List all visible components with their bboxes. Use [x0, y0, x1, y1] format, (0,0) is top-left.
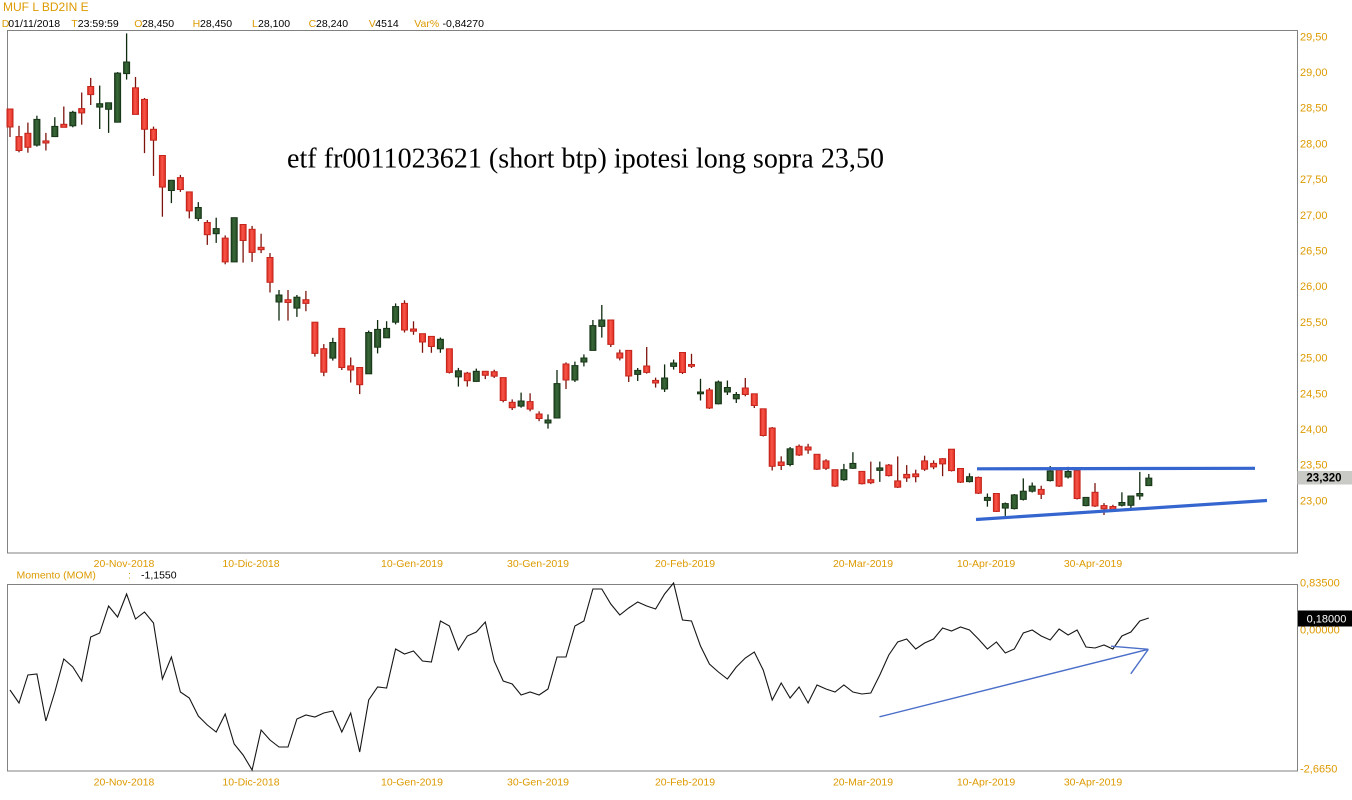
svg-text:L: L: [252, 18, 258, 30]
svg-text:20-Mar-2019: 20-Mar-2019: [833, 558, 893, 570]
svg-text:MUF L BD2IN E: MUF L BD2IN E: [3, 0, 89, 14]
svg-text:25,00: 25,00: [1300, 353, 1328, 365]
svg-text:23,00: 23,00: [1300, 495, 1328, 507]
svg-text:0,83500: 0,83500: [1300, 578, 1340, 590]
svg-text:10-Apr-2019: 10-Apr-2019: [957, 558, 1016, 570]
svg-text:-1,1550: -1,1550: [141, 570, 177, 582]
svg-text:23:59:59: 23:59:59: [78, 18, 119, 30]
svg-text:23,50: 23,50: [1300, 460, 1328, 472]
svg-text:etf fr0011023621 (short btp) i: etf fr0011023621 (short btp) ipotesi lon…: [287, 144, 884, 175]
svg-text:24,50: 24,50: [1300, 388, 1328, 400]
svg-text:10-Dic-2018: 10-Dic-2018: [222, 777, 279, 789]
svg-text:26,00: 26,00: [1300, 281, 1328, 293]
svg-text:28,100: 28,100: [258, 18, 290, 30]
svg-text:10-Gen-2019: 10-Gen-2019: [381, 777, 443, 789]
svg-text:Momento (MOM): Momento (MOM): [17, 570, 96, 582]
svg-text:0,00000: 0,00000: [1300, 625, 1340, 637]
svg-text:-0,84270: -0,84270: [443, 18, 485, 30]
svg-text:O: O: [134, 18, 142, 30]
svg-text:30-Apr-2019: 30-Apr-2019: [1064, 777, 1123, 789]
svg-text:20-Nov-2018: 20-Nov-2018: [94, 558, 155, 570]
svg-text:20-Feb-2019: 20-Feb-2019: [655, 558, 715, 570]
svg-text:-2,6650: -2,6650: [1300, 764, 1337, 776]
svg-text:01/11/2018: 01/11/2018: [8, 18, 60, 30]
svg-text:25,50: 25,50: [1300, 317, 1328, 329]
svg-text:10-Apr-2019: 10-Apr-2019: [957, 777, 1016, 789]
svg-text:26,50: 26,50: [1300, 246, 1328, 258]
svg-text:4514: 4514: [375, 18, 399, 30]
svg-text:28,450: 28,450: [200, 18, 232, 30]
svg-text:10-Dic-2018: 10-Dic-2018: [222, 558, 279, 570]
svg-text:28,240: 28,240: [316, 18, 348, 30]
svg-text:T: T: [71, 18, 78, 30]
svg-text:27,50: 27,50: [1300, 174, 1328, 186]
svg-text:30-Gen-2019: 30-Gen-2019: [507, 777, 569, 789]
svg-text::: :: [128, 570, 131, 582]
svg-text:V: V: [369, 18, 376, 30]
svg-text:30-Apr-2019: 30-Apr-2019: [1064, 558, 1123, 570]
svg-text:H: H: [193, 18, 201, 30]
svg-text:Var%: Var%: [414, 18, 439, 30]
svg-text:10-Gen-2019: 10-Gen-2019: [381, 558, 443, 570]
svg-text:30-Gen-2019: 30-Gen-2019: [507, 558, 569, 570]
svg-text:29,00: 29,00: [1300, 67, 1328, 79]
svg-text:23,320: 23,320: [1306, 473, 1341, 485]
svg-text:20-Feb-2019: 20-Feb-2019: [655, 777, 715, 789]
svg-text:20-Nov-2018: 20-Nov-2018: [94, 777, 155, 789]
svg-text:C: C: [309, 18, 317, 30]
svg-text:27,00: 27,00: [1300, 210, 1328, 222]
svg-text:20-Mar-2019: 20-Mar-2019: [833, 777, 893, 789]
svg-text:28,00: 28,00: [1300, 138, 1328, 150]
svg-text:28,450: 28,450: [142, 18, 174, 30]
svg-text:0,18000: 0,18000: [1307, 613, 1347, 625]
svg-text:24,00: 24,00: [1300, 424, 1328, 436]
svg-text:D: D: [2, 18, 10, 30]
svg-text:28,50: 28,50: [1300, 103, 1328, 115]
svg-text:29,50: 29,50: [1300, 31, 1328, 43]
